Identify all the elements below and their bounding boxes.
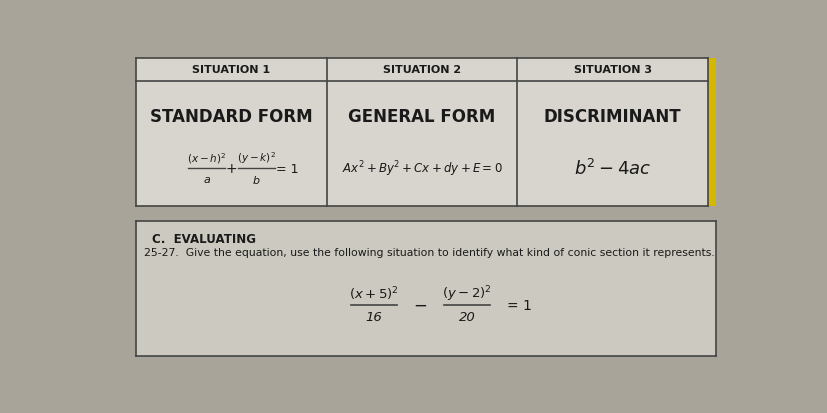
Text: $(x+5)^2$: $(x+5)^2$ bbox=[349, 285, 399, 302]
Text: $b^2 - 4ac$: $b^2 - 4ac$ bbox=[573, 159, 651, 179]
Text: −: − bbox=[413, 296, 427, 314]
Text: $b$: $b$ bbox=[251, 174, 261, 186]
Text: $Ax^2 + By^2 + Cx + dy + E = 0$: $Ax^2 + By^2 + Cx + dy + E = 0$ bbox=[342, 159, 502, 179]
Text: GENERAL FORM: GENERAL FORM bbox=[348, 108, 495, 126]
Text: = 1: = 1 bbox=[507, 298, 532, 312]
Text: SITUATION 3: SITUATION 3 bbox=[573, 65, 651, 75]
Text: STANDARD FORM: STANDARD FORM bbox=[150, 108, 313, 126]
FancyBboxPatch shape bbox=[707, 59, 715, 206]
Text: +: + bbox=[225, 162, 237, 176]
FancyBboxPatch shape bbox=[136, 222, 715, 356]
Text: = 1: = 1 bbox=[275, 162, 298, 176]
Text: 16: 16 bbox=[366, 310, 382, 323]
Text: SITUATION 1: SITUATION 1 bbox=[192, 65, 270, 75]
Text: $(x-h)^2$: $(x-h)^2$ bbox=[187, 151, 226, 166]
Text: C.  EVALUATING: C. EVALUATING bbox=[151, 232, 256, 245]
Text: $(y-k)^2$: $(y-k)^2$ bbox=[237, 150, 275, 166]
FancyBboxPatch shape bbox=[136, 59, 715, 206]
Text: 25-27.  Give the equation, use the following situation to identify what kind of : 25-27. Give the equation, use the follow… bbox=[144, 247, 714, 257]
Text: DISCRIMINANT: DISCRIMINANT bbox=[543, 108, 681, 126]
Text: 20: 20 bbox=[458, 310, 475, 323]
Text: $a$: $a$ bbox=[203, 175, 210, 185]
Text: SITUATION 2: SITUATION 2 bbox=[383, 65, 461, 75]
Text: $(y-2)^2$: $(y-2)^2$ bbox=[442, 284, 491, 303]
